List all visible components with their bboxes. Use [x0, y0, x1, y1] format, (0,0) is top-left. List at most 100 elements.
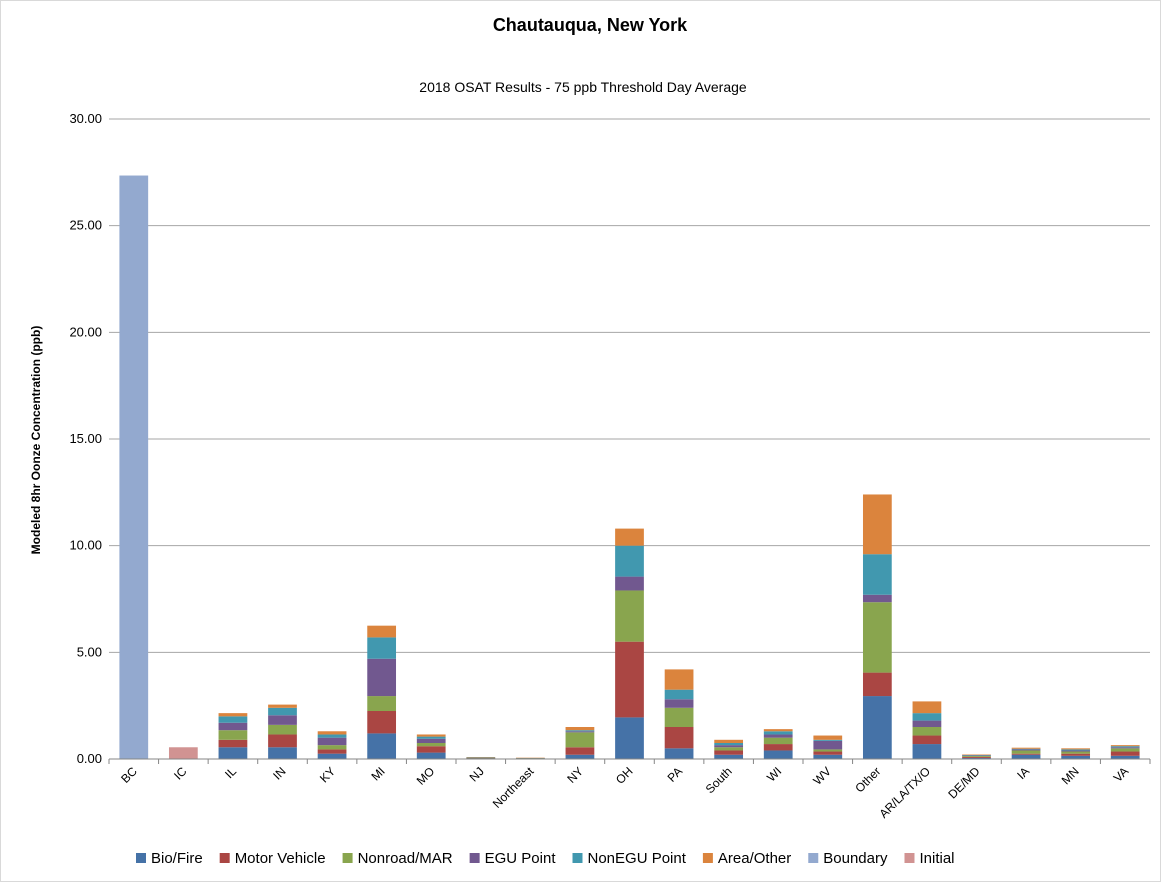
x-tick-label: BC — [118, 764, 140, 786]
bar-segment — [565, 727, 595, 731]
bar-segment — [962, 756, 991, 758]
bar-segment — [962, 754, 991, 756]
bar-segment — [862, 554, 892, 595]
bar-segment — [218, 730, 248, 740]
y-tick-label: 20.00 — [69, 324, 102, 339]
bar-segment — [218, 713, 248, 717]
x-tick-label: Northeast — [490, 764, 537, 811]
bar-segment — [1011, 754, 1041, 759]
bar-segment — [1110, 747, 1140, 749]
bar-segment — [168, 747, 198, 759]
y-tick-label: 10.00 — [69, 538, 102, 553]
bar-segment — [218, 747, 248, 759]
bar-segment — [317, 737, 347, 746]
bar-segment — [515, 757, 545, 759]
bar-segment — [862, 672, 892, 697]
bar-segment — [268, 734, 297, 748]
bar-segment — [1110, 755, 1140, 759]
bar-segment — [813, 751, 843, 755]
bar-segment — [416, 734, 446, 737]
legend-label: Initial — [919, 850, 954, 867]
bar-segment — [862, 696, 892, 759]
x-tick-label: VA — [1111, 764, 1132, 785]
bar-segment — [862, 594, 892, 603]
bar-segment — [763, 750, 793, 759]
bar-segment — [664, 669, 694, 690]
bar-segment — [416, 736, 446, 739]
bar-segment — [615, 528, 644, 546]
legend-swatch — [702, 853, 713, 863]
bar-segment — [416, 738, 446, 743]
bar-segment — [565, 731, 595, 733]
bar-segment — [317, 734, 347, 738]
bar-segment — [268, 707, 297, 716]
legend-swatch — [219, 853, 230, 863]
x-tick-label: IL — [222, 764, 239, 781]
x-tick-label: NJ — [467, 764, 487, 784]
legend-label: EGU Point — [485, 850, 557, 867]
bar-segment — [317, 745, 347, 750]
legend-swatch — [572, 853, 583, 863]
bar-segment — [1061, 755, 1091, 759]
y-tick-label: 5.00 — [77, 644, 102, 659]
bar-segment — [268, 704, 297, 708]
bar-segment — [416, 752, 446, 759]
bar-segment — [664, 748, 694, 759]
bar-segment — [813, 749, 843, 752]
bar-segment — [714, 750, 744, 755]
bar-segment — [912, 720, 942, 727]
bar-segment — [1110, 751, 1140, 756]
bar-segment — [268, 724, 297, 735]
legend-swatch — [342, 853, 353, 863]
bar-segment — [1110, 748, 1140, 752]
x-tick-label: Other — [852, 764, 883, 795]
chart-subtitle: 2018 OSAT Results - 75 ppb Threshold Day… — [419, 79, 747, 95]
x-tick-label: KY — [317, 764, 338, 785]
x-axis-ticks: BC IC IL IN KY MI MO NJ Northeast NY OH PA South WI WV… — [108, 759, 1151, 821]
x-tick-label: MN — [1059, 764, 1082, 787]
bar-segment — [962, 757, 991, 759]
legend-label: NonEGU Point — [588, 850, 687, 867]
legend-label: Motor Vehicle — [235, 850, 326, 867]
legend: Bio/Fire Motor Vehicle Nonroad/MAR EGU Poin… — [136, 850, 955, 867]
bar-segment — [912, 727, 942, 736]
x-tick-label: PA — [665, 764, 686, 785]
bar-segment — [813, 740, 843, 750]
bar-segment — [565, 732, 595, 748]
bar-segment — [1011, 748, 1041, 750]
bar-segment — [268, 715, 297, 725]
bars — [119, 175, 1140, 760]
bar-segment — [317, 749, 347, 754]
bar-segment — [664, 727, 694, 749]
bar-segment — [218, 716, 248, 723]
bar-segment — [1061, 751, 1091, 754]
x-tick-label: MO — [414, 764, 438, 788]
bar-segment — [367, 696, 397, 711]
legend-swatch — [904, 853, 915, 863]
bar-segment — [664, 699, 694, 708]
bar-segment — [714, 754, 744, 759]
x-tick-label: WV — [810, 764, 834, 788]
bar-segment — [962, 755, 991, 756]
bar-segment — [367, 625, 397, 638]
bar-segment — [218, 739, 248, 748]
x-tick-label: IA — [1014, 764, 1032, 782]
bar-segment — [466, 757, 496, 759]
bar-segment — [763, 744, 793, 751]
y-tick-label: 30.00 — [69, 111, 102, 126]
bar-segment — [416, 743, 446, 747]
bar-segment — [615, 641, 644, 718]
bar-segment — [813, 754, 843, 759]
bar-segment — [1011, 749, 1041, 751]
bar-segment — [912, 713, 942, 721]
x-tick-label: DE/MD — [945, 764, 982, 801]
legend-label: Boundary — [823, 850, 888, 867]
gridlines — [109, 118, 1150, 653]
x-tick-label: IN — [270, 764, 288, 782]
bar-segment — [862, 602, 892, 673]
bar-segment — [615, 545, 644, 577]
bar-segment — [317, 731, 347, 735]
x-tick-label: OH — [613, 764, 636, 787]
bar-segment — [1011, 753, 1041, 755]
